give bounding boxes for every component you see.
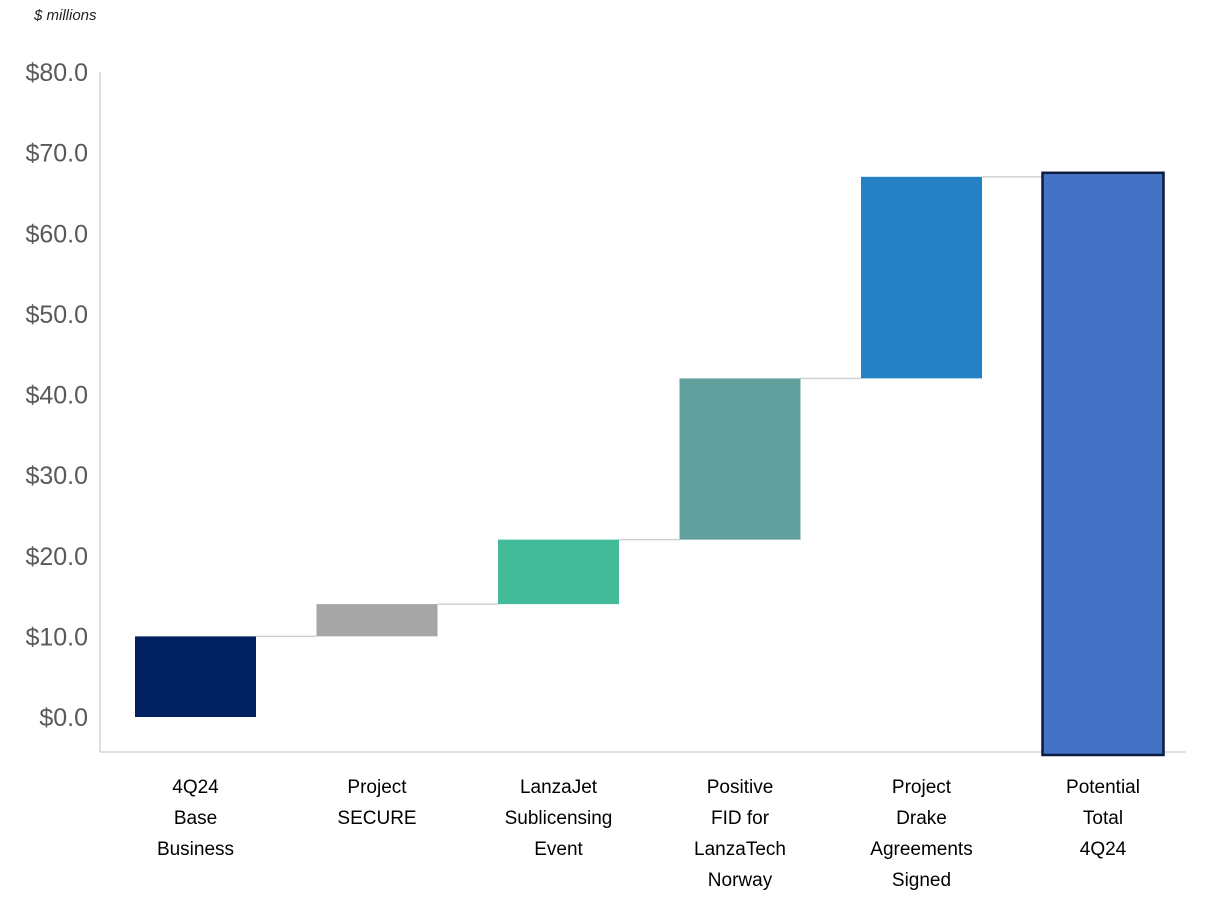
bar (1041, 171, 1165, 757)
x-tick-label-line: Event (534, 839, 583, 860)
bar (679, 378, 801, 540)
x-tick-label: Positive FID for LanzaTech Norway (694, 777, 786, 891)
bar (498, 539, 619, 605)
x-tick-label-line: Total (1083, 808, 1123, 829)
x-tick-label-line: Project (892, 777, 952, 798)
x-tick-label-line: Potential (1066, 777, 1140, 798)
y-tick-label: $80.0 (25, 59, 88, 87)
x-tick-label-line: 4Q24 (1080, 839, 1127, 860)
x-tick-label-line: Signed (892, 870, 951, 891)
x-tick-label-line: SECURE (337, 808, 416, 829)
bar (316, 604, 438, 637)
y-tick-label: $30.0 (25, 462, 88, 490)
y-tick-label: $70.0 (25, 140, 88, 168)
x-tick-label-line: Positive (707, 777, 774, 798)
x-tick-label: Project Drake Agreements Signed (870, 777, 972, 891)
x-tick-label-line: LanzaJet (520, 777, 598, 798)
x-tick-label-line: LanzaTech (694, 839, 786, 860)
x-tick-label-line: Business (157, 839, 234, 860)
unit-label: $ millions (34, 7, 97, 24)
bar (861, 176, 982, 379)
x-tick-label-line: 4Q24 (172, 777, 219, 798)
y-tick-label: $50.0 (25, 301, 88, 329)
x-tick-label-line: Base (174, 808, 217, 829)
x-tick-label: 4Q24 Base Business (157, 777, 234, 860)
y-tick-label: $60.0 (25, 220, 88, 248)
x-tick-label-line: Agreements (870, 839, 972, 860)
x-tick-label-line: Drake (896, 808, 947, 829)
x-tick-label: LanzaJet Sublicensing Event (505, 777, 613, 860)
bar (135, 636, 256, 717)
x-tick-label-line: Project (347, 777, 407, 798)
y-tick-label: $0.0 (39, 704, 88, 732)
x-tick-label-line: FID for (711, 808, 770, 829)
y-tick-label: $40.0 (25, 382, 88, 410)
y-tick-label: $20.0 (25, 543, 88, 571)
x-tick-label-line: Norway (708, 870, 773, 891)
y-tick-label: $10.0 (25, 623, 88, 651)
x-tick-label-line: Sublicensing (505, 808, 613, 829)
x-tick-label: Project SECURE (337, 777, 416, 829)
x-tick-label: Potential Total 4Q24 (1066, 777, 1140, 860)
